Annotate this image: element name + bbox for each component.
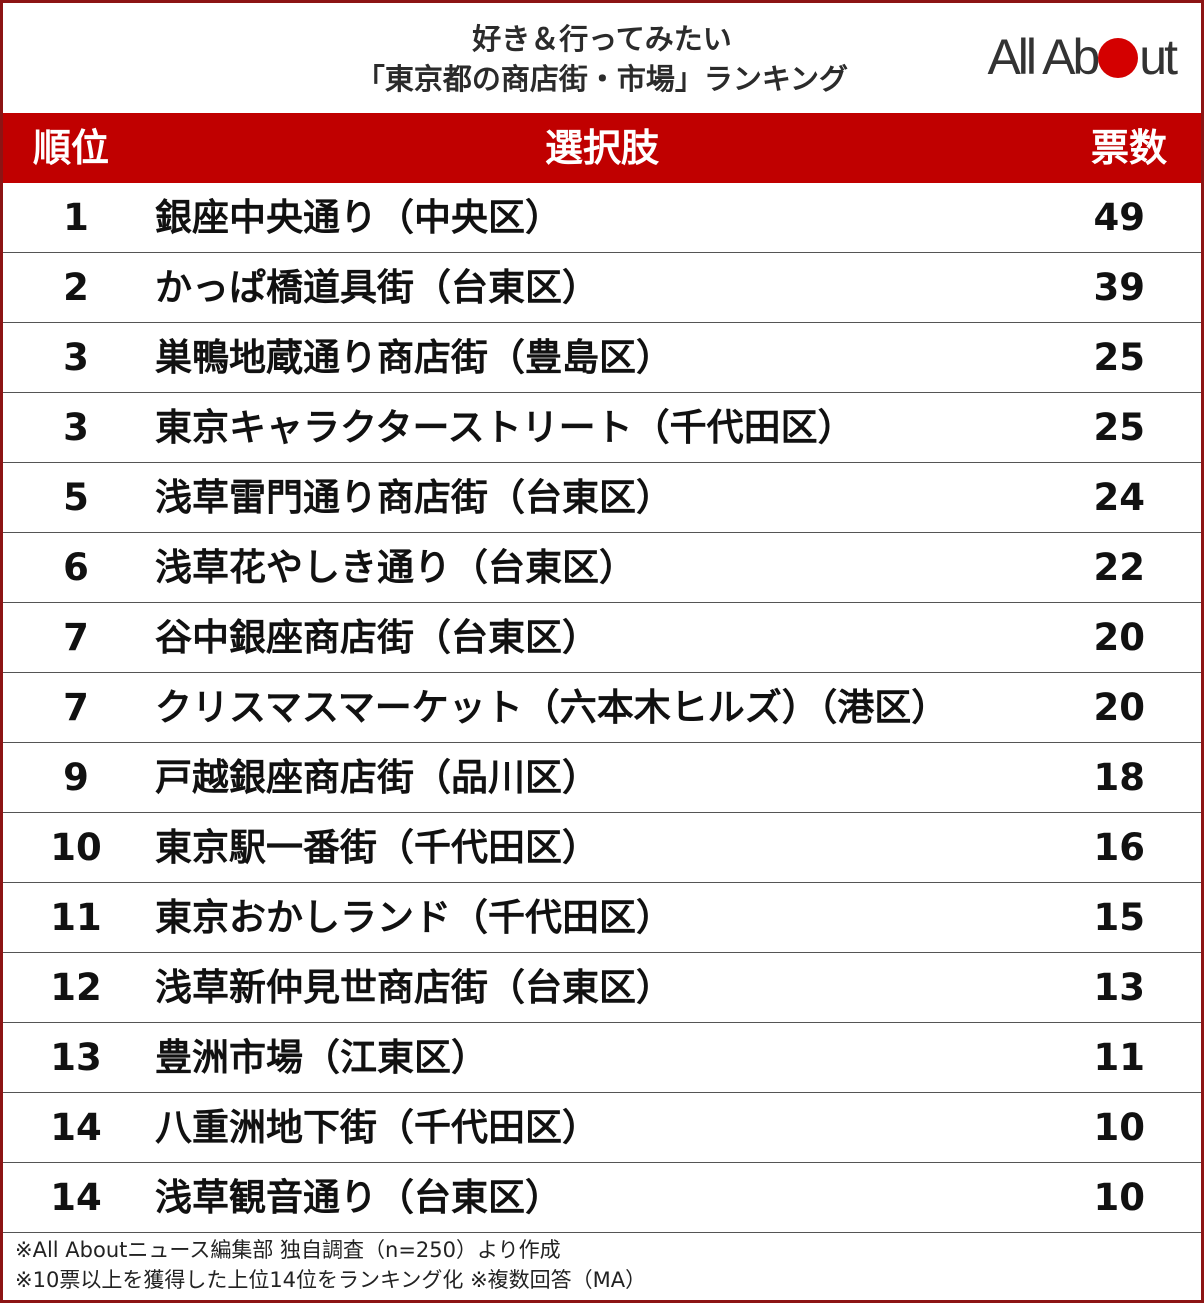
table-row: 3 東京キャラクターストリート（千代田区） 25 <box>3 393 1201 463</box>
table-header: 順位 選択肢 票数 <box>3 113 1201 183</box>
footnote-method: ※10票以上を獲得した上位14位をランキング化 ※複数回答（MA） <box>15 1268 647 1292</box>
footnotes: ※All Aboutニュース編集部 独自調査（n=250）より作成 ※10票以上… <box>15 1235 646 1295</box>
table-body: 1 銀座中央通り（中央区） 49 2 かっぱ橋道具街（台東区） 39 3 巣鴨地… <box>3 183 1201 1233</box>
choice-cell: 浅草新仲見世商店街（台東区） <box>155 966 673 1009</box>
all-about-logo: All Ab ut <box>987 29 1178 85</box>
table-row: 7 谷中銀座商店街（台東区） 20 <box>3 603 1201 673</box>
rank-cell: 3 <box>63 336 89 379</box>
choice-cell: 東京キャラクターストリート（千代田区） <box>155 406 855 449</box>
rank-cell: 13 <box>50 1036 102 1079</box>
votes-cell: 25 <box>1093 406 1146 449</box>
table-row: 7 クリスマスマーケット（六本木ヒルズ）（港区） 20 <box>3 673 1201 743</box>
rank-cell: 1 <box>63 196 89 239</box>
rank-cell: 7 <box>63 686 89 729</box>
choice-cell: 東京おかしランド（千代田区） <box>155 896 673 939</box>
votes-cell: 24 <box>1093 476 1146 519</box>
rank-cell: 7 <box>63 616 89 659</box>
title-line-2: 「東京都の商店街・市場」ランキング <box>355 62 849 96</box>
table-row: 1 銀座中央通り（中央区） 49 <box>3 183 1201 253</box>
table-row: 13 豊洲市場（江東区） 11 <box>3 1023 1201 1093</box>
votes-cell: 16 <box>1093 826 1146 869</box>
votes-cell: 18 <box>1093 756 1146 799</box>
table-row: 6 浅草花やしき通り（台東区） 22 <box>3 533 1201 603</box>
table-row: 5 浅草雷門通り商店街（台東区） 24 <box>3 463 1201 533</box>
logo-text-2: ut <box>1139 29 1178 85</box>
rank-cell: 3 <box>63 406 89 449</box>
choice-cell: 谷中銀座商店街（台東区） <box>155 616 599 659</box>
choice-cell: 浅草雷門通り商店街（台東区） <box>155 476 673 519</box>
rank-cell: 5 <box>63 476 89 519</box>
votes-cell: 10 <box>1093 1176 1146 1219</box>
choice-cell: かっぱ橋道具街（台東区） <box>155 266 599 309</box>
rank-cell: 12 <box>50 966 102 1009</box>
logo-dot-icon <box>1098 38 1139 78</box>
page-title: 好き＆行ってみたい 「東京都の商店街・市場」ランキング <box>3 19 1201 99</box>
choice-cell: 八重洲地下街（千代田区） <box>155 1106 599 1149</box>
rank-cell: 6 <box>63 546 89 589</box>
table-row: 12 浅草新仲見世商店街（台東区） 13 <box>3 953 1201 1023</box>
choice-cell: クリスマスマーケット（六本木ヒルズ）（港区） <box>155 686 949 729</box>
votes-cell: 39 <box>1093 266 1146 309</box>
rank-cell: 10 <box>50 826 102 869</box>
table-row: 2 かっぱ橋道具街（台東区） 39 <box>3 253 1201 323</box>
votes-cell: 20 <box>1093 616 1146 659</box>
choice-cell: 銀座中央通り（中央区） <box>155 196 562 239</box>
table-row: 14 八重洲地下街（千代田区） 10 <box>3 1093 1201 1163</box>
choice-cell: 豊洲市場（江東区） <box>155 1036 488 1079</box>
rank-cell: 11 <box>50 896 102 939</box>
choice-cell: 浅草花やしき通り（台東区） <box>155 546 636 589</box>
votes-cell: 13 <box>1093 966 1146 1009</box>
rank-cell: 14 <box>50 1176 102 1219</box>
column-header-rank: 順位 <box>33 126 110 170</box>
table-row: 3 巣鴨地蔵通り商店街（豊島区） 25 <box>3 323 1201 393</box>
table-row: 10 東京駅一番街（千代田区） 16 <box>3 813 1201 883</box>
card-header: 好き＆行ってみたい 「東京都の商店街・市場」ランキング All Ab ut <box>3 3 1201 113</box>
column-header-votes: 票数 <box>1090 126 1167 170</box>
choice-cell: 戸越銀座商店街（品川区） <box>155 756 599 799</box>
choice-cell: 巣鴨地蔵通り商店街（豊島区） <box>155 336 673 379</box>
votes-cell: 15 <box>1093 896 1146 939</box>
title-line-1: 好き＆行ってみたい <box>472 22 732 56</box>
table-row: 9 戸越銀座商店街（品川区） 18 <box>3 743 1201 813</box>
rank-cell: 2 <box>63 266 89 309</box>
votes-cell: 25 <box>1093 336 1146 379</box>
votes-cell: 22 <box>1093 546 1146 589</box>
table-row: 11 東京おかしランド（千代田区） 15 <box>3 883 1201 953</box>
table-row: 14 浅草観音通り（台東区） 10 <box>3 1163 1201 1233</box>
logo-text-1: All Ab <box>987 29 1100 85</box>
votes-cell: 11 <box>1093 1036 1146 1079</box>
footnote-source: ※All Aboutニュース編集部 独自調査（n=250）より作成 <box>15 1238 561 1262</box>
votes-cell: 20 <box>1093 686 1146 729</box>
choice-cell: 東京駅一番街（千代田区） <box>155 826 599 869</box>
column-header-choice: 選択肢 <box>544 126 659 170</box>
rank-cell: 14 <box>50 1106 102 1149</box>
votes-cell: 49 <box>1093 196 1146 239</box>
choice-cell: 浅草観音通り（台東区） <box>155 1176 562 1219</box>
votes-cell: 10 <box>1093 1106 1146 1149</box>
rank-cell: 9 <box>63 756 89 799</box>
